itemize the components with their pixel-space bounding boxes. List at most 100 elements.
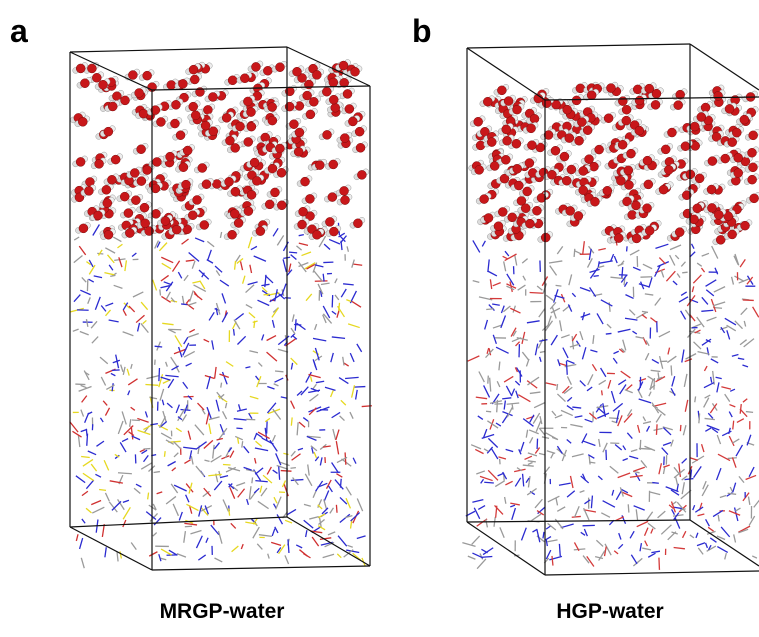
polymer-bond [83,370,90,381]
polymer-bond [629,249,640,256]
polymer-bond [101,524,105,538]
polymer-bond [121,438,129,443]
polymer-bond [314,323,318,331]
polymer-bond [336,473,343,478]
polymer-bond [280,283,287,297]
polymer-bond [734,507,741,512]
polymer-bond [579,380,586,387]
polymer-bond [188,252,200,262]
polymer-bond [110,372,116,377]
polymer-bond [484,319,489,330]
polymer-bond [236,437,240,444]
polymer-bond [583,507,590,521]
polymer-bond [255,375,260,381]
polymer-bond [160,285,170,289]
polymer-bond [642,420,652,425]
polymer-bond [684,399,689,412]
polymer-bond [650,317,658,323]
water-oxygen [613,233,624,243]
polymer-bond [714,267,719,275]
polymer-bond [288,263,292,273]
polymer-bond [545,539,548,547]
polymer-bond [258,534,272,538]
water-oxygen [353,218,363,229]
water-oxygen [305,211,315,221]
polymer-bond [738,525,751,533]
polymer-bond [486,347,490,354]
water-oxygen [240,73,250,83]
water-oxygen [711,132,722,142]
polymer-bond [290,362,294,370]
water-oxygen [562,175,572,186]
polymer-bond [110,274,116,278]
polymer-bond [80,289,91,296]
polymer-bond [87,297,91,304]
polymer-bond [189,450,193,460]
polymer-bond [317,283,324,295]
water-oxygen [192,195,202,205]
polymer-bond [681,458,688,464]
polymer-bond [547,522,557,531]
polymer-bond [109,480,123,484]
water-oxygen [150,183,161,194]
water-oxygen [156,117,166,127]
polymer-bond [702,480,707,490]
polymer-bond [128,431,135,437]
polymer-bond [181,238,189,245]
polymer-bond [467,555,476,560]
polymer-bond [738,475,745,484]
polymer-bond [349,352,355,363]
polymer-bond [315,480,324,492]
polymer-bond [79,330,89,336]
polymer-bond [318,517,322,528]
polymer-bond [527,452,538,457]
polymer-bond [655,424,658,435]
polymer-bond [534,498,543,509]
polymer-bond [162,322,174,326]
polymer-bond [502,471,508,480]
polymer-bond [329,507,334,514]
water-oxygen [78,223,89,234]
polymer-bond [738,278,749,284]
polymer-bond [198,505,203,517]
polymer-bond [617,415,623,427]
water-oxygen [230,143,240,153]
water-oxygen [93,210,103,221]
polymer-bond [620,274,628,283]
polymer-bond [187,430,192,440]
polymer-bond [536,529,541,543]
polymer-bond [546,450,556,454]
polymer-bond [298,421,306,428]
polymer-bond [340,288,347,298]
water-oxygen [474,165,484,175]
water-oxygen [294,127,305,138]
polymer-bond [689,314,696,322]
water-oxygen [520,203,531,213]
water-oxygen [151,209,161,219]
polymer-bond [311,536,320,547]
polymer-bond [612,357,618,364]
polymer-bond [721,430,732,437]
polymer-bond [515,390,519,399]
water-oxygen [328,77,339,88]
polymer-bond [535,420,542,433]
polymer-bond [233,260,237,270]
water-oxygen [344,104,355,114]
polymer-bond [186,503,199,512]
water-oxygen [136,144,146,154]
polymer-bond [195,465,205,477]
panel-label: a [10,13,28,49]
polymer-bond [319,290,323,297]
polymer-bond [510,504,516,508]
polymer-bond [88,259,94,268]
water-oxygen [522,186,532,197]
polymer-bond [566,490,576,498]
water-oxygen [547,169,557,180]
polymer-bond [165,495,177,505]
water-oxygen [616,176,626,186]
polymer-bond [261,283,270,287]
polymer-bond [128,419,132,427]
polymer-bond [645,340,650,347]
polymer-bond [298,242,309,246]
polymer-bond [186,303,195,310]
